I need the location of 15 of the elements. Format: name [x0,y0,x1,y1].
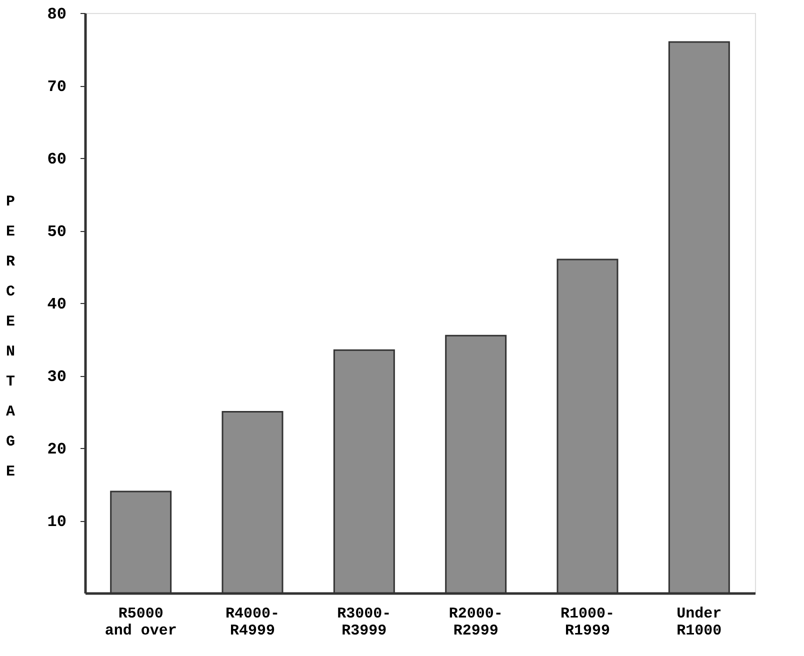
y-tick-label: 50 [47,223,66,241]
y-tick-label: 70 [47,78,66,96]
x-tick-label: R3000- R3999 [337,606,392,640]
y-tick-label: 10 [47,513,66,531]
y-tick-label: 60 [47,150,66,168]
y-tick-label: 30 [47,368,66,386]
y-tick-label: 80 [47,6,66,24]
x-tick-label: R2000- R2999 [448,606,503,640]
x-tick-label: R5000 and over [104,606,177,640]
text: PERCENTAGE [6,194,16,480]
x-tick-label: R1000- R1999 [560,606,615,640]
y-tick-label: 20 [47,440,66,458]
x-tick-label: Under R1000 [676,606,722,640]
y-tick-label: 40 [47,296,66,314]
x-tick-label: R4000- R4999 [225,606,280,640]
